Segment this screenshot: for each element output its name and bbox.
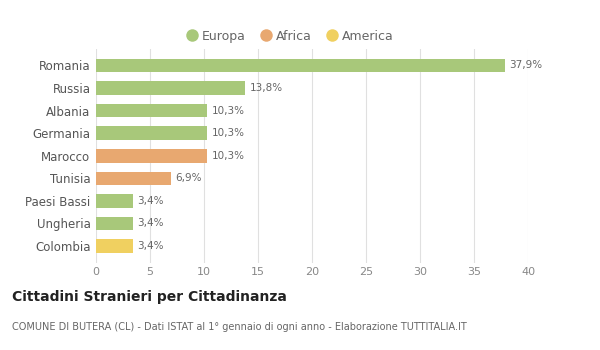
Text: 10,3%: 10,3% [212, 128, 245, 138]
Bar [96, 149, 207, 162]
Text: 3,4%: 3,4% [137, 241, 164, 251]
Text: COMUNE DI BUTERA (CL) - Dati ISTAT al 1° gennaio di ogni anno - Elaborazione TUT: COMUNE DI BUTERA (CL) - Dati ISTAT al 1°… [12, 322, 467, 332]
Bar [96, 172, 170, 185]
Bar [96, 239, 133, 253]
Text: Cittadini Stranieri per Cittadinanza: Cittadini Stranieri per Cittadinanza [12, 290, 287, 304]
Bar [96, 194, 133, 208]
Bar [96, 126, 207, 140]
Text: 3,4%: 3,4% [137, 196, 164, 206]
Text: 37,9%: 37,9% [509, 61, 543, 70]
Legend: Europa, Africa, America: Europa, Africa, America [182, 25, 398, 48]
Bar [96, 104, 207, 117]
Text: 10,3%: 10,3% [212, 151, 245, 161]
Bar [96, 217, 133, 230]
Text: 3,4%: 3,4% [137, 218, 164, 229]
Text: 6,9%: 6,9% [175, 173, 202, 183]
Text: 13,8%: 13,8% [250, 83, 283, 93]
Bar [96, 81, 245, 95]
Bar [96, 59, 505, 72]
Text: 10,3%: 10,3% [212, 106, 245, 116]
